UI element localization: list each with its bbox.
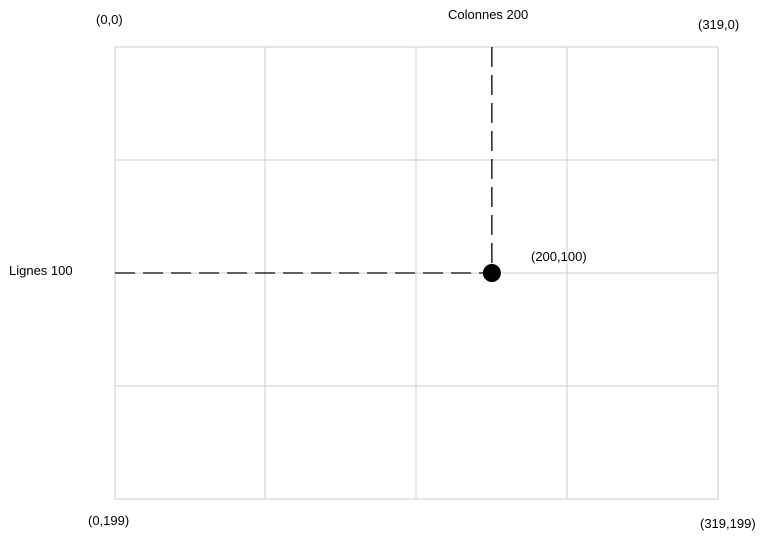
column-guide-label: Colonnes 200: [448, 7, 529, 22]
point-label: (200,100): [531, 249, 587, 264]
corner-label-bottom-right: (319,199): [700, 516, 756, 531]
guides: [115, 47, 493, 274]
corner-label-top-left: (0,0): [96, 12, 123, 27]
corner-label-bottom-left: (0,199): [88, 513, 130, 528]
corner-label-top-right: (319,0): [698, 17, 740, 32]
row-guide-label: Lignes 100: [9, 263, 73, 278]
point-marker: [482, 264, 501, 282]
